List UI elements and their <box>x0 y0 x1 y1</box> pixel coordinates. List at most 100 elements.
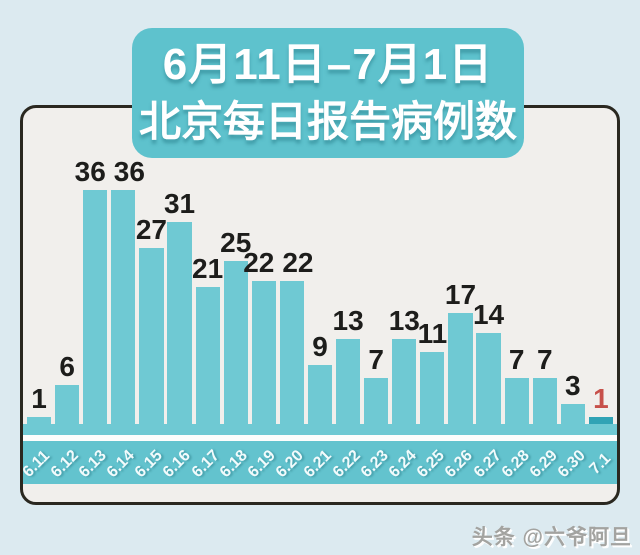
x-axis-cell: 6.15 <box>132 441 166 484</box>
x-axis-label: 6.23 <box>357 446 392 481</box>
bar-slot: 27 <box>135 214 167 424</box>
x-axis-cell: 6.12 <box>48 441 82 484</box>
bar-value-label: 36 <box>74 156 106 187</box>
x-axis-cell: 6.13 <box>76 441 110 484</box>
x-axis-cell: 6.20 <box>273 441 307 484</box>
bar <box>83 190 108 424</box>
x-axis-label: 6.19 <box>244 446 279 481</box>
bar-slot: 13 <box>388 305 420 424</box>
bar-value-label: 11 <box>417 318 448 349</box>
bar <box>223 261 248 424</box>
x-axis-label: 6.24 <box>385 446 420 481</box>
x-axis-cell: 6.16 <box>160 441 194 484</box>
x-axis-cell: 6.28 <box>499 441 533 484</box>
bar-value-label: 27 <box>135 214 167 245</box>
bar <box>420 352 445 424</box>
bar-slot: 1 <box>587 385 615 424</box>
bar-value-label: 31 <box>163 188 196 219</box>
bar-value-label: 1 <box>31 383 47 414</box>
x-axis-cell: 6.14 <box>104 441 138 484</box>
bar <box>532 378 557 424</box>
bar-value-label: 21 <box>192 253 224 284</box>
x-axis-label: 6.28 <box>498 446 533 481</box>
bar-value-label: 22 <box>243 247 275 278</box>
bar-value-label: 14 <box>472 299 505 330</box>
bar-slot: 6 <box>53 353 81 424</box>
bar-slot: 1 <box>25 385 53 424</box>
bar-slot: 22 <box>278 249 313 424</box>
title-line-1: 6月11日–7月1日 <box>162 40 494 90</box>
bar-value-label: 36 <box>113 156 145 187</box>
bar <box>476 333 501 424</box>
bar-slot: 13 <box>332 305 364 424</box>
bar <box>560 404 585 424</box>
x-axis-label: 6.25 <box>413 446 448 481</box>
bar-slot: 21 <box>192 253 224 424</box>
bar-slot: 7 <box>503 346 531 424</box>
x-axis-cell: 6.21 <box>301 441 335 484</box>
x-axis-label: 6.12 <box>47 446 82 481</box>
x-axis-cell: 6.17 <box>188 441 222 484</box>
bar-value-label: 17 <box>444 279 477 310</box>
bar <box>364 378 389 424</box>
bar-slot: 9 <box>306 333 334 424</box>
x-axis-label: 7.1 <box>586 449 614 478</box>
x-axis-cell: 6.23 <box>358 441 392 484</box>
x-axis-label: 6.26 <box>442 446 477 481</box>
x-axis-cell: 6.26 <box>442 441 476 484</box>
bar <box>111 190 136 424</box>
bar-value-label: 25 <box>220 227 252 258</box>
bar-slot: 14 <box>472 299 505 424</box>
bar <box>55 385 80 424</box>
x-axis-cell: 6.29 <box>527 441 561 484</box>
bar-slot: 7 <box>531 346 559 424</box>
baseline-gap <box>23 435 617 441</box>
bar-slot: 22 <box>243 249 278 424</box>
bar <box>336 339 361 424</box>
bar-slot: 3 <box>559 372 587 424</box>
x-axis-cell: 6.25 <box>414 441 448 484</box>
bar <box>588 417 613 424</box>
bar-value-label: 7 <box>368 344 384 375</box>
x-axis-label: 6.13 <box>75 446 110 481</box>
x-axis-cell: 6.11 <box>23 441 53 484</box>
x-axis-label: 6.16 <box>160 446 195 481</box>
bar <box>139 248 164 424</box>
bar-slot: 7 <box>362 346 390 424</box>
bar <box>251 281 276 424</box>
bar-value-label: 3 <box>565 370 581 401</box>
bar-slot: 36 <box>75 158 109 424</box>
chart-card: 1 6 36 36 27 31 21 25 22 22 9 13 7 13 11 17 14 7 7 3 1 6.11 6… <box>20 105 620 505</box>
bar-slot: 17 <box>444 279 477 424</box>
bar-value-label: 13 <box>332 305 364 336</box>
bar <box>504 378 529 424</box>
bar <box>279 281 304 424</box>
x-axis-cell: 6.19 <box>245 441 279 484</box>
x-axis-label: 6.29 <box>526 446 561 481</box>
x-axis-label: 6.21 <box>301 446 336 481</box>
plot-area: 1 6 36 36 27 31 21 25 22 22 9 13 7 13 11 17 14 7 7 3 1 <box>23 108 617 424</box>
bar <box>392 339 417 424</box>
x-axis-cell: 6.22 <box>329 441 363 484</box>
x-axis-strip: 6.11 6.12 6.13 6.14 6.15 6.16 6.17 6.18 6.19 6.20… <box>23 441 617 484</box>
bar-value-label: 9 <box>312 331 328 362</box>
x-axis-label: 6.22 <box>329 446 364 481</box>
x-axis-cell: 7.1 <box>586 441 616 484</box>
bar-value-label: 7 <box>508 344 525 375</box>
bar <box>307 365 333 424</box>
bar <box>26 417 52 424</box>
x-axis-cell: 6.24 <box>386 441 420 484</box>
bar <box>448 313 473 424</box>
baseline-band <box>23 424 617 435</box>
bar-value-label: 13 <box>388 305 420 336</box>
bar-value-label: 1 <box>593 383 609 414</box>
x-axis-cell: 6.30 <box>555 441 589 484</box>
x-axis-cell: 6.27 <box>470 441 504 484</box>
x-axis-label: 6.30 <box>554 446 589 481</box>
bar-slot: 36 <box>109 158 145 424</box>
title-banner: 6月11日–7月1日 北京每日报告病例数 <box>132 28 524 158</box>
x-axis-label: 6.14 <box>103 446 138 481</box>
x-axis-label: 6.17 <box>188 446 223 481</box>
x-axis-label: 6.20 <box>273 446 308 481</box>
